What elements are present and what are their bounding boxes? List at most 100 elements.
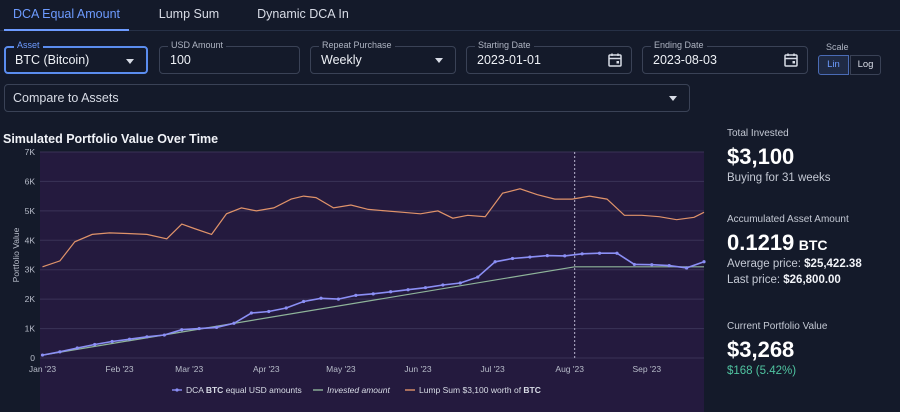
series-point xyxy=(371,292,375,296)
starting-date-value: 2023-01-01 xyxy=(477,53,541,67)
series-point xyxy=(336,297,341,301)
x-tick-label: Feb '23 xyxy=(106,364,134,374)
series-point xyxy=(563,254,567,258)
accumulated-amount: 0.1219 BTC xyxy=(727,230,828,256)
ending-date-value: 2023-08-03 xyxy=(653,53,717,67)
compare-assets-placeholder: Compare to Assets xyxy=(13,91,119,105)
series-point xyxy=(127,337,132,341)
asset-select[interactable]: Asset BTC (Bitcoin) xyxy=(4,40,148,74)
chevron-down-icon xyxy=(435,58,443,63)
tab-dca-equal-amount[interactable]: DCA Equal Amount xyxy=(4,0,129,31)
x-tick-label: Jun '23 xyxy=(404,364,431,374)
series-point xyxy=(214,325,219,329)
y-axis-label: Portfolio Value xyxy=(11,227,21,282)
x-tick-label: Mar '23 xyxy=(175,364,203,374)
series-point xyxy=(580,252,584,256)
current-value-label: Current Portfolio Value xyxy=(727,321,828,332)
current-value: $3,268 xyxy=(727,337,795,362)
series-point xyxy=(667,263,671,268)
series-point xyxy=(702,260,706,264)
series-point xyxy=(545,253,549,258)
gain-value: $168 (5.42%) xyxy=(727,365,797,377)
x-tick-label: Aug '23 xyxy=(555,364,584,374)
accumulated-amount-value: 0.1219 xyxy=(727,230,795,255)
series-point xyxy=(232,321,236,325)
accumulated-amount-unit: BTC xyxy=(798,237,828,253)
series-point xyxy=(145,335,149,339)
series-point xyxy=(284,306,288,310)
asset-label: Asset xyxy=(14,40,43,51)
buying-duration: Buying for 31 weeks xyxy=(727,172,831,184)
series-point xyxy=(684,266,689,270)
chart-title: Simulated Portfolio Value Over Time xyxy=(3,132,219,146)
y-tick-label: 1K xyxy=(25,324,36,334)
series-point xyxy=(162,333,166,337)
series-point xyxy=(389,290,393,294)
usd-amount-label: USD Amount xyxy=(168,40,227,51)
series-line xyxy=(42,266,704,356)
last-price: Last price: $26,800.00 xyxy=(727,274,841,286)
series-point xyxy=(423,286,428,290)
repeat-purchase-select[interactable]: Repeat Purchase Weekly xyxy=(310,40,456,74)
series-point xyxy=(319,296,323,300)
starting-date-input[interactable]: Starting Date 2023-01-01 xyxy=(466,40,632,74)
last-price-value: $26,800.00 xyxy=(783,274,841,286)
calendar-icon[interactable] xyxy=(607,52,623,68)
x-tick-label: Jul '23 xyxy=(480,364,505,374)
series-point xyxy=(615,251,619,255)
chevron-down-icon xyxy=(669,96,677,101)
series-point xyxy=(249,311,253,315)
usd-amount-value: 100 xyxy=(170,53,191,67)
ending-date-input[interactable]: Ending Date 2023-08-03 xyxy=(642,40,808,74)
plot-area xyxy=(40,152,704,412)
y-tick-label: 2K xyxy=(25,294,36,304)
series-point xyxy=(476,275,480,279)
tab-dynamic-dca-in[interactable]: Dynamic DCA In xyxy=(257,7,349,21)
last-price-label: Last price: xyxy=(727,274,781,286)
x-tick-label: Jan '23 xyxy=(29,364,56,374)
series-point xyxy=(180,328,184,332)
x-tick-label: Apr '23 xyxy=(253,364,280,374)
total-invested-value: $3,100 xyxy=(727,144,795,169)
series-point xyxy=(441,283,445,287)
tab-bar: DCA Equal Amount Lump Sum Dynamic DCA In xyxy=(0,0,900,31)
series-point xyxy=(110,339,114,344)
legend-marker xyxy=(175,388,179,392)
average-price: Average price: $25,422.38 xyxy=(727,258,862,270)
asset-value: BTC (Bitcoin) xyxy=(15,53,90,67)
calendar-icon[interactable] xyxy=(783,52,799,68)
series-point xyxy=(406,288,410,292)
series-point xyxy=(93,342,97,347)
scale-log-button[interactable]: Log xyxy=(850,55,881,75)
chevron-down-icon xyxy=(126,59,134,64)
average-price-label: Average price: xyxy=(727,258,801,270)
y-tick-label: 6K xyxy=(25,176,36,186)
starting-date-label: Starting Date xyxy=(475,40,534,51)
y-tick-label: 3K xyxy=(25,265,36,275)
series-point xyxy=(597,251,602,255)
compare-assets-select[interactable]: Compare to Assets xyxy=(4,84,690,112)
series-point xyxy=(354,293,358,297)
tab-lump-sum[interactable]: Lump Sum xyxy=(158,7,220,21)
series-point xyxy=(197,326,201,331)
series-point xyxy=(510,256,515,261)
average-price-value: $25,422.38 xyxy=(804,258,862,270)
legend-label: DCA BTC equal USD amounts xyxy=(186,385,302,395)
portfolio-chart: 0 1K 2K 3K 4K 5K 6K 7K Jan '23 Feb '23 Mar '23 Apr … xyxy=(11,147,706,412)
repeat-purchase-value: Weekly xyxy=(321,53,362,67)
scale-toggle: Scale Lin Log xyxy=(818,42,884,75)
scale-lin-button[interactable]: Lin xyxy=(818,55,849,75)
legend-label: Lump Sum $3,100 worth of BTC xyxy=(419,385,541,395)
series-point xyxy=(58,350,62,354)
usd-amount-input[interactable]: USD Amount 100 xyxy=(159,40,300,74)
series-point xyxy=(302,299,306,304)
scale-label: Scale xyxy=(826,42,849,52)
series-point xyxy=(493,260,497,264)
x-tick-label: May '23 xyxy=(326,364,356,374)
y-tick-label: 7K xyxy=(25,147,36,157)
y-tick-label: 0 xyxy=(30,353,35,363)
series-point xyxy=(75,346,79,350)
series-point xyxy=(632,262,636,267)
series-point xyxy=(267,309,271,314)
series-line xyxy=(42,188,705,268)
